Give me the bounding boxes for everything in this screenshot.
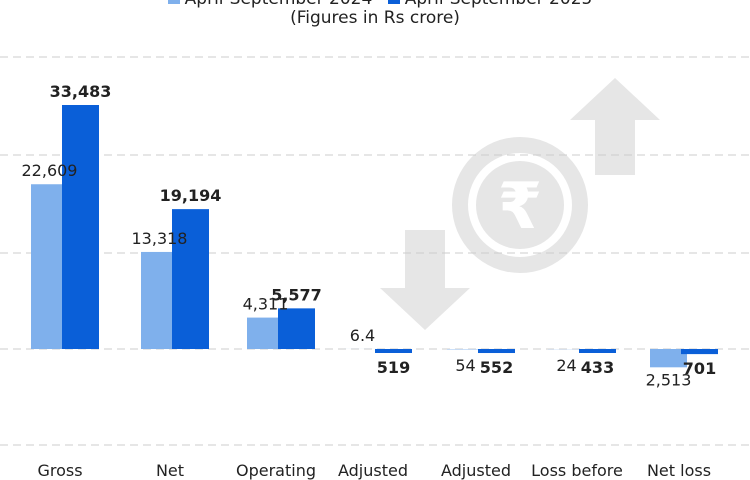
- data-label: 519: [377, 358, 410, 377]
- x-tick-label: Gross: [37, 461, 82, 480]
- x-tick-label: Adjusted: [338, 461, 408, 480]
- bar-2025: [579, 349, 616, 353]
- bar-2025: [172, 209, 209, 349]
- data-label: 5,577: [271, 285, 322, 304]
- x-tick-label: Net loss: [647, 461, 711, 480]
- bar-2024: [247, 317, 284, 349]
- bar-2024: [650, 349, 687, 368]
- x-tick-label: Loss before: [531, 461, 623, 480]
- bar-2025: [278, 308, 315, 349]
- chart-subtitle: (Figures in Rs crore): [290, 8, 460, 28]
- bar-2024: [31, 184, 68, 349]
- data-label: 2,513: [646, 370, 692, 389]
- x-tick-label: Net: [156, 461, 184, 480]
- data-label: 4,311: [243, 295, 289, 314]
- data-label: 33,483: [50, 82, 112, 101]
- data-label: 6.4: [350, 326, 375, 345]
- legend-label-2024: April-September 2024: [185, 0, 373, 9]
- bar-2025: [478, 349, 515, 354]
- data-label: 22,609: [22, 161, 78, 180]
- legend-swatch-2024: [167, 0, 180, 4]
- data-label: 19,194: [160, 186, 222, 205]
- legend-swatch-2025: [387, 0, 400, 4]
- rupee-watermark-icon: ₹: [380, 78, 660, 330]
- x-tick-label: Adjusted: [441, 461, 511, 480]
- x-tick-label: Operating: [236, 461, 316, 480]
- legend-label-2025: April-September 2025: [405, 0, 593, 9]
- data-label: 13,318: [132, 229, 188, 248]
- data-label: 701: [683, 359, 716, 378]
- legend: April-September 2024 April-September 202…: [0, 0, 750, 9]
- svg-text:₹: ₹: [498, 170, 543, 244]
- data-label: 54: [455, 356, 475, 375]
- data-label: 552: [480, 358, 513, 377]
- data-label: 433: [581, 358, 614, 377]
- bar-2025: [62, 105, 99, 349]
- bar-2025: [375, 349, 412, 353]
- data-label: 24: [556, 356, 576, 375]
- bar-2024: [141, 251, 178, 349]
- bar-2025: [681, 349, 718, 355]
